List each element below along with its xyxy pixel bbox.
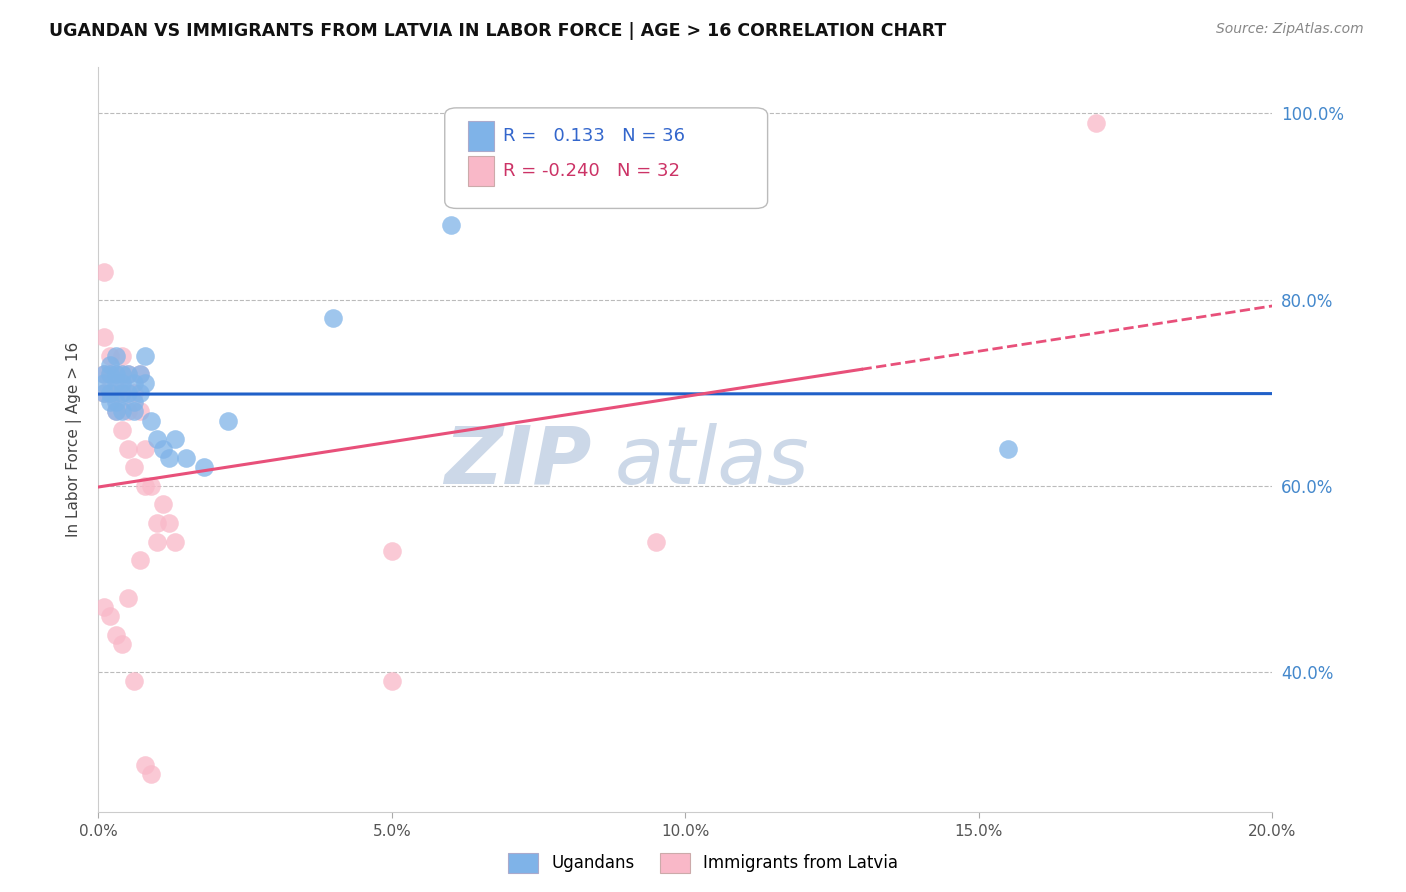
Point [163, 534, 186, 549]
Text: ZIP: ZIP [444, 423, 592, 500]
Point [128, 367, 150, 381]
Point [105, 367, 128, 381]
Point [217, 414, 239, 428]
Point [997, 442, 1019, 456]
Point [152, 442, 174, 456]
FancyBboxPatch shape [468, 121, 494, 151]
Point [322, 311, 344, 326]
Point [93, 599, 115, 614]
Point [111, 637, 134, 651]
Point [128, 385, 150, 400]
Point [93, 367, 115, 381]
Point [105, 376, 128, 391]
Point [146, 534, 169, 549]
Point [98, 367, 121, 381]
Point [105, 385, 128, 400]
Text: UGANDAN VS IMMIGRANTS FROM LATVIA IN LABOR FORCE | AGE > 16 CORRELATION CHART: UGANDAN VS IMMIGRANTS FROM LATVIA IN LAB… [49, 22, 946, 40]
Point [111, 423, 134, 437]
Point [134, 376, 156, 391]
Point [134, 442, 156, 456]
Point [128, 553, 150, 567]
Point [98, 385, 121, 400]
Point [134, 758, 156, 772]
Point [141, 767, 163, 781]
Point [117, 591, 139, 605]
Point [381, 674, 404, 689]
FancyBboxPatch shape [468, 156, 494, 186]
Point [152, 498, 174, 512]
Point [105, 404, 128, 418]
Point [146, 516, 169, 530]
Point [98, 385, 121, 400]
Point [98, 609, 121, 624]
Point [98, 349, 121, 363]
Point [157, 450, 180, 465]
Text: R =   0.133   N = 36: R = 0.133 N = 36 [503, 128, 686, 145]
Point [439, 218, 461, 232]
Point [111, 367, 134, 381]
Point [117, 442, 139, 456]
Point [111, 385, 134, 400]
Point [111, 404, 134, 418]
Point [134, 349, 156, 363]
Point [134, 479, 156, 493]
Point [105, 367, 128, 381]
Text: R = -0.240   N = 32: R = -0.240 N = 32 [503, 162, 681, 180]
Point [128, 404, 150, 418]
Point [122, 404, 145, 418]
Point [141, 414, 163, 428]
Point [1085, 116, 1108, 130]
Point [105, 395, 128, 409]
Point [176, 450, 198, 465]
Point [105, 349, 128, 363]
Point [111, 349, 134, 363]
Point [146, 432, 169, 446]
Point [93, 265, 115, 279]
Point [128, 367, 150, 381]
Y-axis label: In Labor Force | Age > 16: In Labor Force | Age > 16 [66, 342, 83, 537]
Point [157, 516, 180, 530]
Point [111, 367, 134, 381]
Point [141, 479, 163, 493]
Point [93, 330, 115, 344]
Point [98, 358, 121, 372]
Point [105, 628, 128, 642]
Point [381, 544, 404, 558]
Point [117, 404, 139, 418]
Point [163, 432, 186, 446]
Text: Source: ZipAtlas.com: Source: ZipAtlas.com [1216, 22, 1364, 37]
Point [122, 460, 145, 475]
Point [117, 367, 139, 381]
Point [93, 385, 115, 400]
Point [111, 385, 134, 400]
Point [105, 404, 128, 418]
Point [122, 674, 145, 689]
Text: atlas: atlas [614, 423, 810, 500]
Point [93, 367, 115, 381]
Point [122, 395, 145, 409]
Legend: Ugandans, Immigrants from Latvia: Ugandans, Immigrants from Latvia [502, 847, 904, 880]
Point [93, 385, 115, 400]
Point [98, 395, 121, 409]
Point [98, 367, 121, 381]
Point [193, 460, 215, 475]
Point [122, 376, 145, 391]
Point [111, 376, 134, 391]
Point [117, 385, 139, 400]
FancyBboxPatch shape [444, 108, 768, 209]
Point [117, 367, 139, 381]
Point [93, 376, 115, 391]
Point [122, 385, 145, 400]
Point [645, 534, 668, 549]
